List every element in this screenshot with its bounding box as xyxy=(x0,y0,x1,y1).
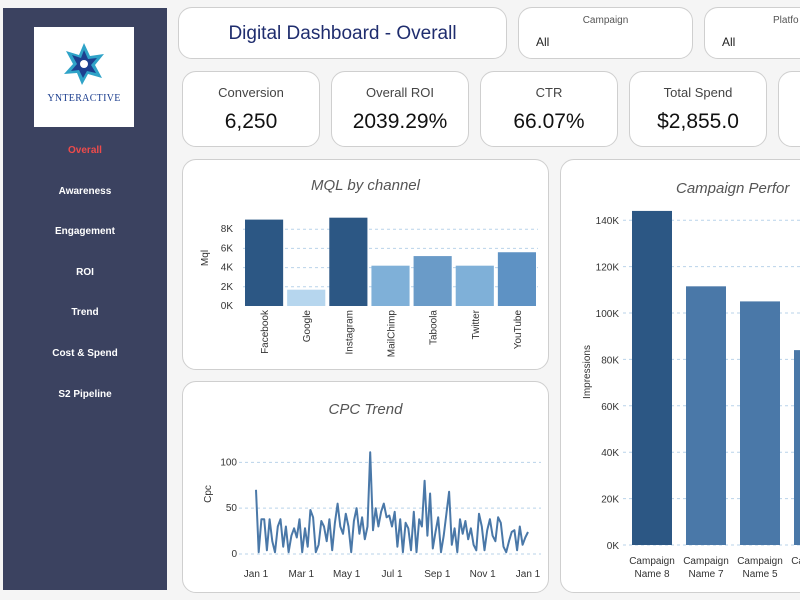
cpc-y-tick: 100 xyxy=(220,457,237,468)
title-card: Digital Dashboard - Overall xyxy=(178,7,507,59)
kpi-conversion-label: Conversion xyxy=(218,85,284,100)
campaign-y-tick: 100K xyxy=(596,309,620,320)
kpi-ctr: CTR 66.07% xyxy=(480,71,618,147)
mql-x-tick: MailChimp xyxy=(387,310,398,358)
sidebar-item-awareness[interactable]: Awareness xyxy=(58,185,112,197)
mql-x-tick: Facebook xyxy=(260,309,271,354)
sidebar-nav: Overall Awareness Engagement ROI Trend C… xyxy=(3,145,167,429)
cpc-x-tick: May 1 xyxy=(333,569,361,580)
sidebar-item-engagement[interactable]: Engagement xyxy=(54,226,115,238)
campaign-filter-label: Campaign xyxy=(582,15,629,26)
kpi-ctr-label: CTR xyxy=(535,85,563,100)
logo-star-icon xyxy=(64,43,104,85)
mql-y-tick: 8K xyxy=(221,224,234,235)
kpi-ctr-value: 66.07% xyxy=(513,110,585,133)
sidebar: YNTERACTIVE Overall Awareness Engagement… xyxy=(3,8,167,590)
sidebar-item-overall[interactable]: Overall xyxy=(68,145,102,156)
logo-text: YNTERACTIVE xyxy=(47,93,121,104)
campaign-x-tick-line2: Name 7 xyxy=(688,569,723,580)
sidebar-item-s2-pipeline[interactable]: S2 Pipeline xyxy=(58,388,112,400)
mql-bar-google xyxy=(287,289,326,306)
campaign-chart-card: Campaign Perfor 0K 20K 40K 60K 80K 100K 120K 14… xyxy=(560,159,800,593)
cpc-series-line xyxy=(255,451,529,554)
mql-y-tick: 0K xyxy=(221,301,234,312)
mql-bar-instagram xyxy=(329,217,368,306)
kpi-total-spend-value: $2,855.0 xyxy=(657,110,739,133)
platform-filter[interactable]: Platfo All xyxy=(704,7,800,59)
cpc-x-tick: Nov 1 xyxy=(470,569,497,580)
kpi-roi-value: 2039.29% xyxy=(352,110,448,133)
campaign-y-tick: 60K xyxy=(601,402,619,413)
campaign-bar xyxy=(686,286,726,545)
platform-filter-label: Platfo xyxy=(773,15,799,26)
cpc-chart-card: CPC Trend 0 50 100 Cpc Jan 1 Mar 1 May 1 Jul 1 S… xyxy=(182,381,549,593)
campaign-x-tick-line2: Name 5 xyxy=(742,569,777,580)
campaign-filter[interactable]: Campaign All xyxy=(518,7,693,59)
campaign-y-tick: 80K xyxy=(601,355,619,366)
mql-x-tick: YouTube xyxy=(513,310,524,350)
mql-chart-card: MQL by channel 0K 2K 4K 6K 8K Mql Facebook Goog… xyxy=(182,159,549,370)
cpc-y-tick: 0 xyxy=(231,549,237,560)
kpi-total-spend: Total Spend $2,855.0 xyxy=(629,71,767,147)
kpi-conversion: Conversion 6,250 xyxy=(182,71,320,147)
campaign-x-tick-line1: Campaign xyxy=(683,556,729,567)
campaign-bar-chart: 0K 20K 40K 60K 80K 100K 120K 140K Impressions Cam… xyxy=(582,210,800,580)
kpi-total-spend-label: Total Spend xyxy=(663,85,733,100)
campaign-x-tick-line1: Campaign xyxy=(791,556,800,567)
campaign-x-tick-line1: Campaign xyxy=(737,556,783,567)
cpc-line-chart: 0 50 100 Cpc Jan 1 Mar 1 May 1 Jul 1 Sep 1 Nov 1 J… xyxy=(203,451,541,580)
mql-bar-chart: 0K 2K 4K 6K 8K Mql Facebook Google Instagram Mail… xyxy=(200,217,538,358)
mql-bar-mailchimp xyxy=(371,265,410,306)
campaign-y-tick: 120K xyxy=(596,263,620,274)
campaign-y-tick: 140K xyxy=(596,216,620,227)
mql-x-tick: Taboola xyxy=(429,310,440,345)
cpc-y-tick: 50 xyxy=(226,503,238,514)
campaign-bar xyxy=(632,210,672,546)
mql-chart-title: MQL by channel xyxy=(311,177,420,194)
kpi-conversion-value: 6,250 xyxy=(224,110,278,133)
sidebar-item-roi[interactable]: ROI xyxy=(76,266,94,278)
mql-y-label: Mql xyxy=(200,250,211,266)
campaign-y-tick: 0K xyxy=(607,541,620,552)
cpc-x-tick: Mar 1 xyxy=(289,569,315,580)
campaign-chart-title: Campaign Perfor xyxy=(676,180,790,197)
campaign-x-tick-line2: Name 8 xyxy=(634,569,669,580)
mql-y-tick: 6K xyxy=(221,243,234,254)
campaign-y-tick: 40K xyxy=(601,448,619,459)
cpc-x-tick: Sep 1 xyxy=(424,569,451,580)
kpi-roi-label: Overall ROI xyxy=(366,85,434,100)
logo: YNTERACTIVE xyxy=(34,27,134,127)
campaign-bar xyxy=(740,301,780,545)
mql-bar-facebook xyxy=(245,219,284,306)
sidebar-item-trend[interactable]: Trend xyxy=(71,307,99,319)
campaign-filter-value[interactable]: All xyxy=(536,35,550,49)
mql-x-tick: Google xyxy=(302,310,313,343)
mql-y-tick: 4K xyxy=(221,263,234,274)
page-title: Digital Dashboard - Overall xyxy=(228,23,457,44)
campaign-y-label: Impressions xyxy=(582,345,593,399)
mql-bar-youtube xyxy=(497,252,536,306)
mql-bar-taboola xyxy=(413,256,452,306)
cpc-y-label: Cpc xyxy=(203,485,214,503)
mql-x-tick: Twitter xyxy=(471,309,482,339)
campaign-bar xyxy=(794,350,800,545)
cpc-x-tick: Jan 1 xyxy=(244,569,269,580)
mql-y-tick: 2K xyxy=(221,282,234,293)
kpi-roi: Overall ROI 2039.29% xyxy=(331,71,469,147)
sidebar-item-cost-spend[interactable]: Cost & Spend xyxy=(52,347,118,359)
campaign-y-tick: 20K xyxy=(601,495,619,506)
cpc-x-tick: Jan 1 xyxy=(516,569,541,580)
kpi-card-partial xyxy=(778,71,800,147)
platform-filter-value[interactable]: All xyxy=(722,35,736,49)
campaign-x-tick-line1: Campaign xyxy=(629,556,675,567)
mql-bar-twitter xyxy=(455,265,494,306)
cpc-chart-title: CPC Trend xyxy=(328,401,403,418)
mql-x-tick: Instagram xyxy=(344,310,355,354)
cpc-x-tick: Jul 1 xyxy=(381,569,403,580)
